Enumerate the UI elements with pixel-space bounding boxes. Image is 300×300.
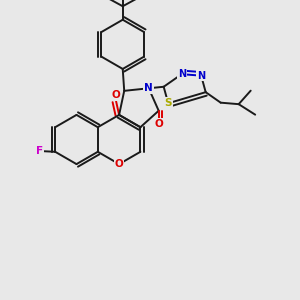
Text: N: N xyxy=(144,83,153,93)
Text: F: F xyxy=(36,146,43,156)
Text: O: O xyxy=(112,90,121,100)
Text: N: N xyxy=(197,71,205,81)
Text: S: S xyxy=(164,98,172,108)
Text: N: N xyxy=(178,69,186,79)
Text: O: O xyxy=(115,159,124,169)
Text: O: O xyxy=(154,119,163,129)
